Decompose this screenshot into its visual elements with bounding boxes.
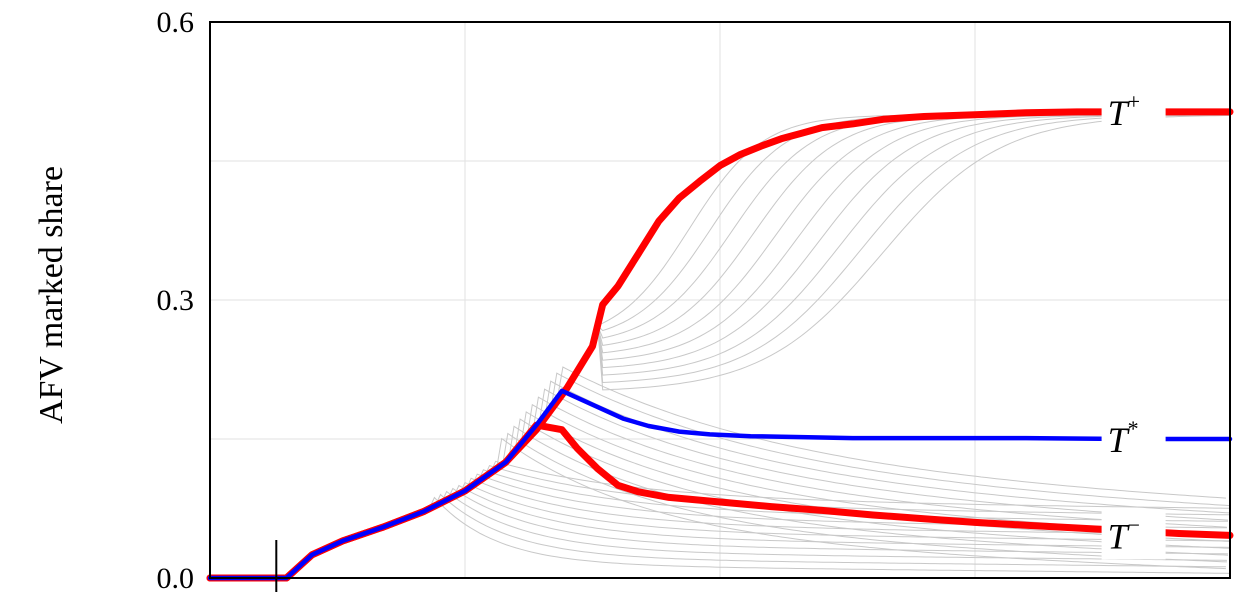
series-label-superscript: * (1128, 416, 1139, 441)
gray-curve (403, 496, 1231, 574)
y-axis-title: AFV marked share (33, 166, 70, 424)
gray-curve (525, 372, 1231, 507)
series-label-backdrop (1101, 85, 1166, 136)
series-line-1 (207, 388, 1233, 581)
series-labels: T+T*T− (1101, 85, 1166, 560)
gray-curve (556, 114, 1230, 403)
gray-curve (409, 493, 1226, 568)
series-label-superscript: + (1128, 89, 1140, 114)
plot-frame (209, 21, 1231, 579)
gray-curve (428, 484, 1230, 548)
series-label-backdrop (1101, 509, 1166, 560)
gray-curve (464, 460, 1231, 509)
gray-curve (458, 464, 1230, 516)
y-tick-labels: 0.0 0.3 0.6 (157, 6, 195, 595)
gray-curve (556, 114, 1230, 403)
y-tick-label: 0.3 (157, 284, 195, 317)
y-tick-label: 0.0 (157, 562, 195, 595)
series-label-backdrop (1101, 413, 1166, 463)
gray-curve (421, 487, 1229, 555)
gray-curve (531, 366, 1226, 499)
gray-curve (556, 114, 1230, 403)
gray-curve (556, 114, 1230, 403)
gray-curve (470, 437, 1226, 570)
series-lines (206, 108, 1234, 582)
gray-curve-bundle (403, 114, 1231, 574)
gray-curve (556, 114, 1230, 403)
gray-curve (556, 115, 1230, 403)
gray-curve (415, 490, 1227, 561)
series-label-2: T− (1108, 512, 1140, 556)
series-label-superscript: − (1128, 512, 1140, 537)
gray-curve (556, 114, 1230, 403)
gray-curve (556, 114, 1230, 403)
y-tick-label: 0.6 (157, 6, 195, 39)
gray-curve (440, 477, 1226, 535)
gray-curve (556, 114, 1230, 403)
gray-curve (556, 114, 1230, 403)
